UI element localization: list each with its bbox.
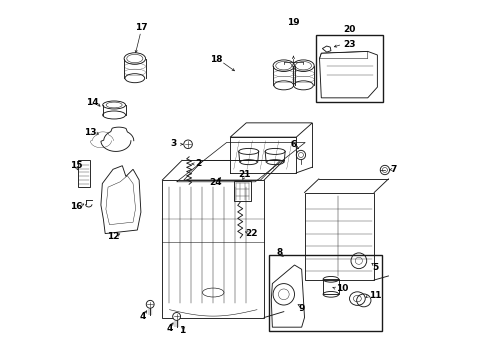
Text: 16: 16 [70, 202, 82, 211]
Text: 4: 4 [139, 312, 145, 321]
Bar [323, 279, 338, 294]
Text: 12: 12 [106, 232, 119, 241]
Circle shape [183, 140, 192, 149]
Text: 6: 6 [290, 140, 296, 149]
Text: 5: 5 [371, 263, 377, 272]
Bar [78, 160, 90, 187]
Text: 22: 22 [245, 229, 257, 238]
Text: 24: 24 [208, 177, 221, 186]
Bar [268, 255, 382, 331]
Text: 17: 17 [134, 23, 147, 32]
Bar [304, 193, 373, 280]
Text: 7: 7 [390, 165, 396, 174]
Text: 14: 14 [85, 98, 98, 107]
Circle shape [172, 312, 180, 320]
Text: 9: 9 [298, 304, 304, 313]
Bar [162, 180, 264, 318]
Text: 1: 1 [179, 326, 185, 335]
Circle shape [380, 165, 389, 175]
Text: 10: 10 [335, 284, 347, 293]
Text: 11: 11 [369, 291, 381, 300]
Text: 15: 15 [69, 161, 82, 170]
Text: 19: 19 [286, 18, 299, 27]
Circle shape [146, 300, 154, 308]
Text: 4: 4 [166, 324, 172, 333]
Text: 8: 8 [276, 248, 282, 257]
Text: 20: 20 [343, 26, 355, 35]
Bar [233, 181, 250, 202]
Bar [315, 35, 382, 102]
Text: 18: 18 [210, 55, 223, 64]
Text: 23: 23 [343, 40, 355, 49]
Text: 2: 2 [195, 159, 202, 168]
Circle shape [296, 150, 305, 159]
Text: 13: 13 [84, 129, 96, 138]
Text: 3: 3 [170, 139, 177, 148]
Text: 21: 21 [238, 170, 250, 179]
